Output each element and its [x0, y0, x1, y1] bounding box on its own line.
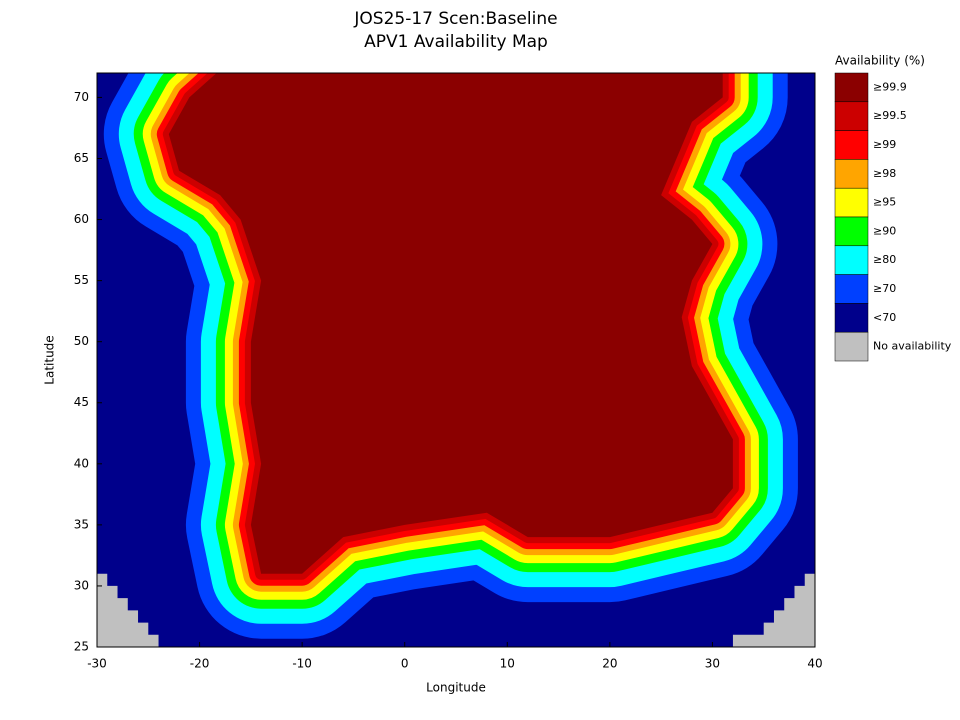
legend-label: No availability	[873, 340, 952, 353]
legend-swatch	[834, 303, 869, 333]
chart-title: JOS25-17 Scen:Baseline	[353, 9, 557, 29]
legend-label: <70	[873, 311, 896, 324]
x-tick-label: 10	[500, 657, 515, 671]
y-tick-label: 25	[74, 640, 89, 654]
x-tick-label: -10	[292, 657, 312, 671]
legend-label: ≥99.5	[873, 109, 907, 122]
chart-subtitle: APV1 Availability Map	[364, 32, 548, 52]
legend-swatch	[834, 216, 869, 247]
x-tick-label: 20	[602, 657, 617, 671]
y-tick-label: 35	[74, 517, 89, 531]
legend-swatch	[834, 187, 869, 218]
y-tick-label: 55	[74, 273, 89, 287]
legend-swatch	[834, 101, 869, 131]
legend-swatch	[834, 245, 869, 275]
legend-swatch	[834, 274, 869, 304]
legend-label: ≥95	[873, 196, 896, 209]
y-tick-label: 50	[74, 334, 89, 348]
legend-swatch	[834, 130, 869, 160]
y-tick-label: 60	[74, 212, 89, 226]
legend-swatch	[834, 159, 869, 189]
y-tick-label: 70	[74, 90, 89, 104]
legend-swatch	[834, 331, 869, 362]
legend-label: ≥99.9	[873, 80, 907, 93]
x-tick-label: -20	[190, 657, 210, 671]
availability-core	[168, 73, 733, 574]
legend-swatch	[834, 72, 869, 103]
y-tick-label: 45	[74, 395, 89, 409]
legend-label: ≥70	[873, 282, 896, 295]
legend-title: Availability (%)	[835, 54, 925, 68]
map-area	[97, 73, 815, 647]
x-tick-label: 40	[807, 657, 822, 671]
legend-label: ≥90	[873, 224, 896, 237]
legend-label: ≥80	[873, 253, 896, 266]
x-tick-label: -30	[87, 657, 107, 671]
x-tick-label: 0	[401, 657, 409, 671]
y-axis-label: Latitude	[43, 335, 57, 384]
x-tick-label: 30	[705, 657, 720, 671]
y-tick-label: 65	[74, 151, 89, 165]
no-availability-area	[732, 573, 815, 647]
legend-label: ≥98	[873, 167, 896, 180]
plot-frame	[96, 72, 816, 648]
legend-label: ≥99	[873, 138, 896, 151]
y-tick-label: 40	[74, 456, 89, 470]
y-tick-label: 30	[74, 578, 89, 592]
no-availability-area	[97, 573, 159, 647]
x-axis-label: Longitude	[426, 681, 486, 695]
